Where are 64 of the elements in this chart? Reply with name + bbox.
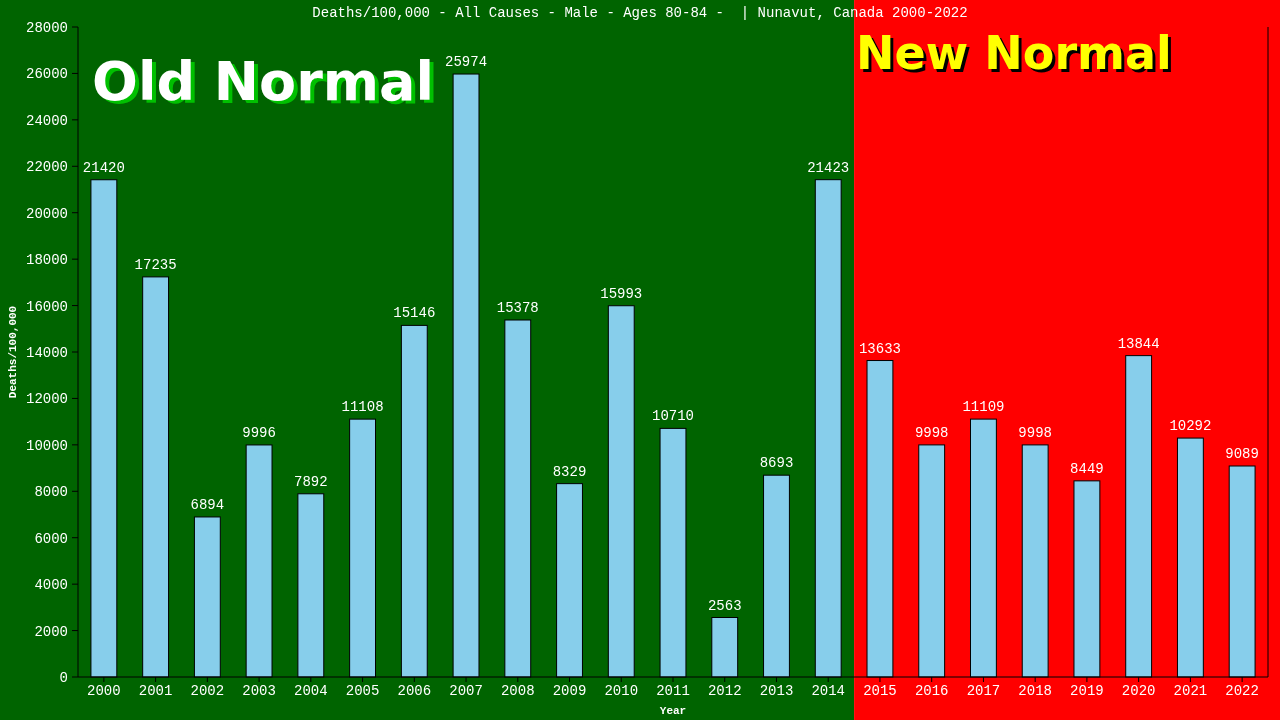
x-tick-label: 2020 [1121,683,1156,699]
data-label: 9998 [914,424,949,441]
data-label: 7892 [294,473,328,490]
y-tick-label: 20000 [25,205,68,222]
x-tick-label: 2018 [1018,683,1052,699]
y-tick-label: 16000 [25,298,68,315]
x-tick-label: 2001 [138,683,173,699]
x-tick-label: 2006 [397,683,432,699]
x-tick-label: 2009 [552,683,587,699]
x-tick-label: 2003 [242,683,276,699]
data-label: 13844 [1117,335,1160,352]
data-label: 8693 [759,455,794,472]
y-tick-label: 26000 [25,66,68,83]
y-tick-label: 22000 [25,159,68,176]
y-tick-label: 12000 [25,391,68,408]
band-label: New Normal [856,26,1172,80]
x-tick-label: 2005 [345,683,380,699]
x-tick-label: 2008 [500,683,535,699]
y-tick-label: 8000 [34,484,68,501]
data-label: 9996 [242,424,276,441]
data-label: 13633 [858,340,901,357]
data-label: 15993 [600,285,643,302]
x-tick-label: 2004 [294,683,328,699]
x-tick-label: 2013 [759,683,794,699]
data-label: 15146 [393,305,436,322]
data-label: 10710 [651,408,695,425]
x-tick-label: 2010 [604,683,639,699]
x-tick-label: 2007 [449,683,483,699]
x-tick-label: 2002 [190,683,225,699]
data-label: 6894 [190,496,225,513]
x-axis-title: Year [659,705,687,717]
data-label: 21423 [807,159,850,176]
data-label: 15378 [496,300,539,317]
data-label: 25974 [445,54,488,71]
x-tick-label: 2019 [1070,683,1104,699]
data-label: 9089 [1225,446,1259,463]
data-label: 17235 [134,256,177,273]
x-tick-label: 2015 [863,683,897,699]
x-tick-label: 2016 [914,683,949,699]
x-tick-label: 2000 [87,683,121,699]
y-tick-label: 2000 [34,623,68,640]
y-tick-label: 28000 [25,20,68,36]
y-axis-title: Deaths/100,000 [7,305,19,399]
y-tick-label: 18000 [25,252,68,269]
y-tick-label: 24000 [25,112,68,129]
y-tick-label: 10000 [25,437,68,454]
y-tick-label: 6000 [34,530,68,547]
y-tick-label: 4000 [34,577,68,594]
data-label: 8329 [552,463,587,480]
data-label: 11108 [341,399,384,416]
y-tick-label: 0 [59,670,68,686]
data-label: 8449 [1070,460,1104,477]
data-label: 10292 [1169,418,1212,435]
x-tick-label: 2021 [1173,683,1208,699]
x-tick-label: 2017 [966,683,1001,699]
x-tick-label: 2011 [656,683,690,699]
x-tick-label: 2014 [811,683,846,699]
data-label: 21420 [82,159,125,176]
x-tick-label: 2012 [707,683,742,699]
y-tick-label: 14000 [25,345,68,361]
data-label: 2563 [707,597,742,614]
data-label: 11109 [962,399,1005,416]
x-tick-label: 2022 [1225,683,1259,699]
data-label: 9998 [1018,424,1052,441]
